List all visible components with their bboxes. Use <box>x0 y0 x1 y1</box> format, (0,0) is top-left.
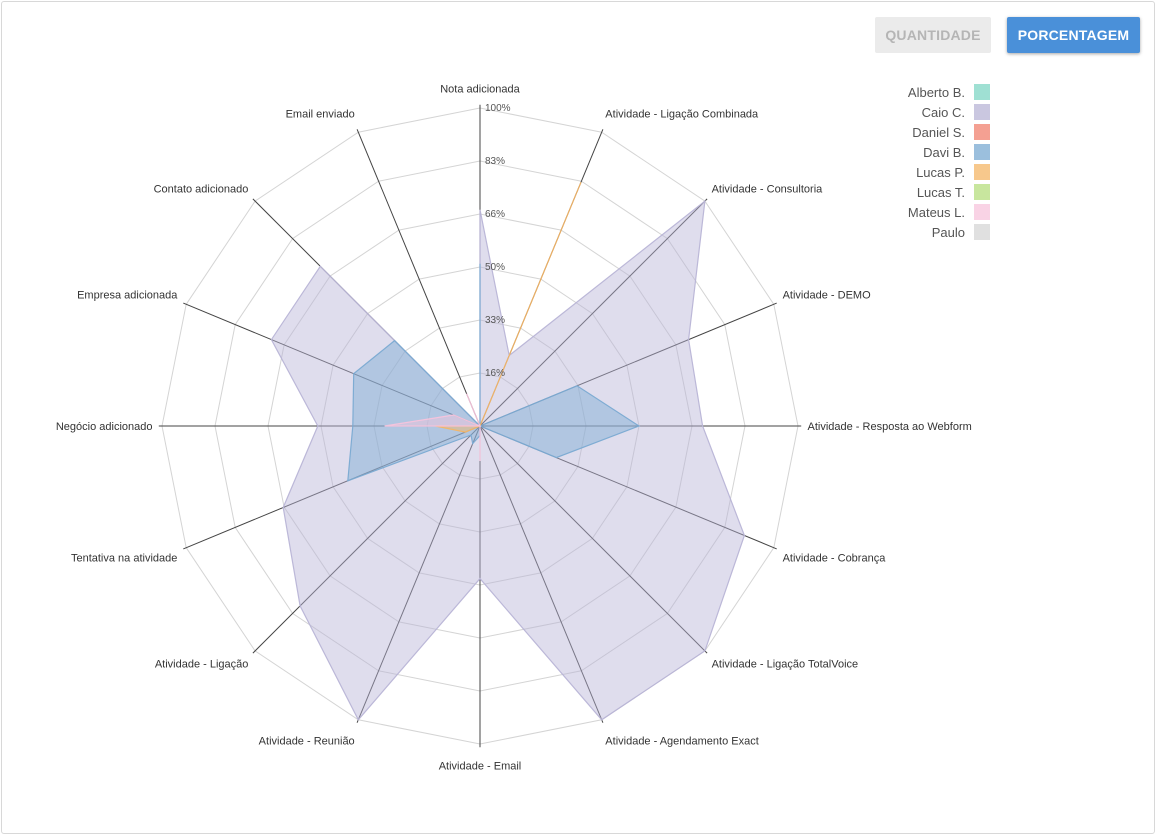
legend-label: Lucas P. <box>916 164 965 180</box>
category-label: Empresa adicionada <box>77 290 178 302</box>
legend-item-paulo[interactable]: Paulo <box>860 222 990 242</box>
chart-legend: Alberto B. Caio C. Daniel S. Davi B. Luc… <box>860 82 990 242</box>
category-label: Atividade - DEMO <box>783 290 871 302</box>
legend-swatch <box>974 164 990 180</box>
legend-label: Davi B. <box>923 144 965 160</box>
legend-item-daniel[interactable]: Daniel S. <box>860 122 990 142</box>
tick-label: 83% <box>485 156 505 167</box>
quantidade-button[interactable]: QUANTIDADE <box>875 17 991 53</box>
legend-swatch <box>974 204 990 220</box>
legend-label: Daniel S. <box>912 124 965 140</box>
category-label: Atividade - Reunião <box>259 736 355 748</box>
axis-spoke <box>356 425 481 723</box>
legend-label: Lucas T. <box>916 184 965 200</box>
category-label: Atividade - Email <box>439 761 522 773</box>
legend-swatch <box>974 144 990 160</box>
legend-label: Caio C. <box>921 104 965 120</box>
category-label: Atividade - Ligação <box>155 659 249 671</box>
tick-label: 33% <box>485 315 505 326</box>
series-area <box>384 393 482 461</box>
series-area <box>270 199 746 721</box>
legend-swatch <box>974 224 990 240</box>
legend-item-mateus[interactable]: Mateus L. <box>860 202 990 222</box>
category-label: Atividade - Ligação TotalVoice <box>712 659 859 671</box>
legend-item-alberto[interactable]: Alberto B. <box>860 82 990 102</box>
axis-spoke <box>183 302 481 427</box>
porcentagem-button[interactable]: PORCENTAGEM <box>1007 17 1140 53</box>
legend-item-lucas-p[interactable]: Lucas P. <box>860 162 990 182</box>
tick-label: 16% <box>485 368 505 379</box>
legend-swatch <box>974 104 990 120</box>
legend-swatch <box>974 124 990 140</box>
tick-label: 100% <box>485 103 511 114</box>
legend-label: Alberto B. <box>907 84 965 100</box>
legend-item-caio[interactable]: Caio C. <box>860 102 990 122</box>
category-label: Email enviado <box>286 108 355 120</box>
axis-spoke <box>479 425 708 654</box>
axis-spoke <box>252 425 481 654</box>
category-label: Negócio adicionado <box>56 421 153 433</box>
category-label: Tentativa na atividade <box>71 552 177 564</box>
legend-swatch <box>974 84 990 100</box>
category-label: Atividade - Ligação Combinada <box>605 108 759 120</box>
category-label: Atividade - Cobrança <box>783 552 887 564</box>
legend-item-davi[interactable]: Davi B. <box>860 142 990 162</box>
legend-label: Mateus L. <box>907 204 965 220</box>
category-label: Atividade - Agendamento Exact <box>605 736 758 748</box>
legend-swatch <box>974 184 990 200</box>
legend-item-lucas-t[interactable]: Lucas T. <box>860 182 990 202</box>
category-label: Nota adicionada <box>440 84 520 96</box>
legend-label: Paulo <box>931 224 965 240</box>
category-label: Contato adicionado <box>154 183 249 195</box>
category-label: Atividade - Resposta ao Webform <box>808 421 972 433</box>
axis-spoke <box>183 425 481 550</box>
axis-spoke <box>479 425 604 723</box>
tick-label: 66% <box>485 209 505 220</box>
tick-label: 50% <box>485 262 505 273</box>
axis-spoke <box>356 129 481 427</box>
axis-spoke <box>479 198 708 427</box>
category-label: Atividade - Consultoria <box>712 183 824 195</box>
